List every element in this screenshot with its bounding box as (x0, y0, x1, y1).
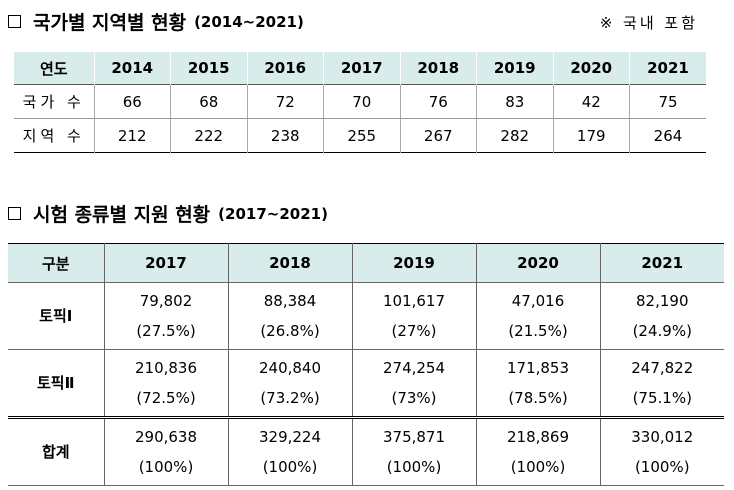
table-cell: 72 (247, 84, 324, 119)
table-cell: 76 (400, 84, 477, 119)
table-row: 토픽Ⅰ 79,802 (27.5%) 88,384 (26.8%) 101,617 (… (8, 282, 724, 350)
cell-value: 82,190 (636, 292, 689, 310)
table-cell: 267 (400, 118, 477, 153)
section2-period: (2017~2021) (218, 204, 328, 223)
cell-share: (26.8%) (260, 322, 320, 340)
checkbox-square-icon (8, 15, 21, 28)
row-label: 토픽Ⅰ (8, 282, 105, 350)
table-row: 국가 수 66 68 72 70 76 83 42 75 (14, 84, 706, 119)
checkbox-square-icon (8, 207, 21, 220)
cell-value: 218,869 (506, 428, 570, 446)
cell-share: (78.5%) (508, 389, 568, 407)
header-label: 연도 (14, 52, 95, 85)
header-year: 2017 (103, 243, 229, 283)
country-region-table: 연도 2014 2015 2016 2017 2018 2019 2020 20… (14, 52, 706, 153)
table-cell: 240,840 (73.2%) (227, 349, 353, 418)
table-cell: 70 (323, 84, 401, 119)
table-cell: 179 (553, 118, 630, 153)
section1-title-text: 국가별 지역별 현황 (33, 12, 187, 34)
cell-value: 375,871 (382, 428, 446, 446)
cell-value: 88,384 (263, 292, 317, 310)
cell-share: (73.2%) (260, 389, 320, 407)
cell-share: (100%) (510, 458, 566, 476)
exam-type-table: 구분 2017 2018 2019 2020 2021 토픽Ⅰ 79,802 (2… (8, 243, 724, 486)
row-label: 국가 수 (14, 84, 95, 119)
header-year: 2017 (323, 52, 401, 85)
header-year: 2015 (170, 52, 248, 85)
table-cell: 222 (170, 118, 248, 153)
table-cell: 264 (653, 126, 683, 145)
cell-value: 171,853 (506, 359, 570, 377)
table-cell: 218,869 (100%) (475, 416, 601, 486)
table-row-total: 합계 290,638 (100%) 329,224 (100%) 375,871 (1… (8, 416, 724, 486)
row-label: 지역 수 (14, 118, 95, 153)
cell-value: 247,822 (631, 359, 694, 377)
header-year: 2020 (475, 243, 601, 283)
table-cell: 75 (629, 84, 706, 119)
cell-value: 330,012 (631, 428, 694, 446)
table-header-row: 구분 2017 2018 2019 2020 2021 (8, 243, 724, 283)
table-cell: 42 (553, 84, 630, 119)
table-cell: 212 (94, 118, 171, 153)
cell-share: (100%) (262, 458, 318, 476)
cell-share: (100%) (386, 458, 442, 476)
table-cell: 210,836 (72.5%) (103, 349, 229, 418)
header-year: 2019 (476, 52, 554, 85)
cell-share: (21.5%) (508, 322, 568, 340)
cell-value: 274,254 (382, 359, 446, 377)
cell-value: 210,836 (134, 359, 198, 377)
header-label: 구분 (8, 243, 105, 283)
table-cell: 47,016 (21.5%) (475, 282, 601, 350)
table-cell: 274,254 (73%) (351, 349, 477, 418)
cell-share: (75.1%) (632, 389, 692, 407)
header-year: 2018 (227, 243, 353, 283)
table-cell: 375,871 (100%) (351, 416, 477, 486)
section1-note: ※ 국내 포함 (599, 14, 698, 32)
row-label: 합계 (8, 416, 105, 486)
cell-value: 329,224 (258, 428, 322, 446)
cell-share: (27%) (391, 322, 437, 340)
table-cell: 238 (247, 118, 324, 153)
cell-value: 79,802 (139, 292, 193, 310)
header-year: 2021 (599, 243, 724, 283)
cell-share: (27.5%) (136, 322, 196, 340)
table-header-row: 연도 2014 2015 2016 2017 2018 2019 2020 20… (14, 52, 706, 85)
cell-value: 101,617 (382, 292, 446, 310)
header-year: 2019 (351, 243, 477, 283)
table-cell: 82,190 (24.9%) (599, 282, 724, 350)
cell-share: (73%) (391, 389, 437, 407)
section2-title: 시험 종류별 지원 현황 (2017~2021) (8, 200, 328, 227)
cell-value: 240,840 (258, 359, 322, 377)
table-cell: 290,638 (100%) (103, 416, 229, 486)
table-cell: 83 (476, 84, 554, 119)
table-cell: 68 (170, 84, 248, 119)
cell-share: (100%) (138, 458, 194, 476)
table-cell: 255 (323, 118, 401, 153)
row-label: 토픽Ⅱ (8, 349, 105, 418)
table-cell: 247,822 (75.1%) (599, 349, 724, 418)
table-cell: 330,012 (100%) (599, 416, 724, 486)
cell-share: (100%) (634, 458, 690, 476)
table-row: 지역 수 212 222 238 255 267 282 179 264 (14, 118, 706, 153)
cell-share: (72.5%) (136, 389, 196, 407)
table-cell: 101,617 (27%) (351, 282, 477, 350)
table-cell: 171,853 (78.5%) (475, 349, 601, 418)
header-year: 2020 (553, 52, 630, 85)
header-year: 2016 (247, 52, 324, 85)
table-cell: 88,384 (26.8%) (227, 282, 353, 350)
table-cell: 329,224 (100%) (227, 416, 353, 486)
cell-value: 47,016 (511, 292, 565, 310)
section1-period: (2014~2021) (194, 12, 304, 31)
table-cell: 66 (94, 84, 171, 119)
table-cell: 79,802 (27.5%) (103, 282, 229, 350)
section2-title-text: 시험 종류별 지원 현황 (33, 204, 211, 226)
cell-share: (24.9%) (632, 322, 692, 340)
cell-value: 290,638 (134, 428, 198, 446)
header-year: 2018 (400, 52, 477, 85)
table-cell: 282 (476, 118, 554, 153)
table-row: 토픽Ⅱ 210,836 (72.5%) 240,840 (73.2%) 274,25… (8, 349, 724, 418)
header-year: 2014 (94, 52, 171, 85)
section1-title: 국가별 지역별 현황 (2014~2021) (8, 8, 304, 35)
header-year: 2021 (629, 52, 706, 85)
